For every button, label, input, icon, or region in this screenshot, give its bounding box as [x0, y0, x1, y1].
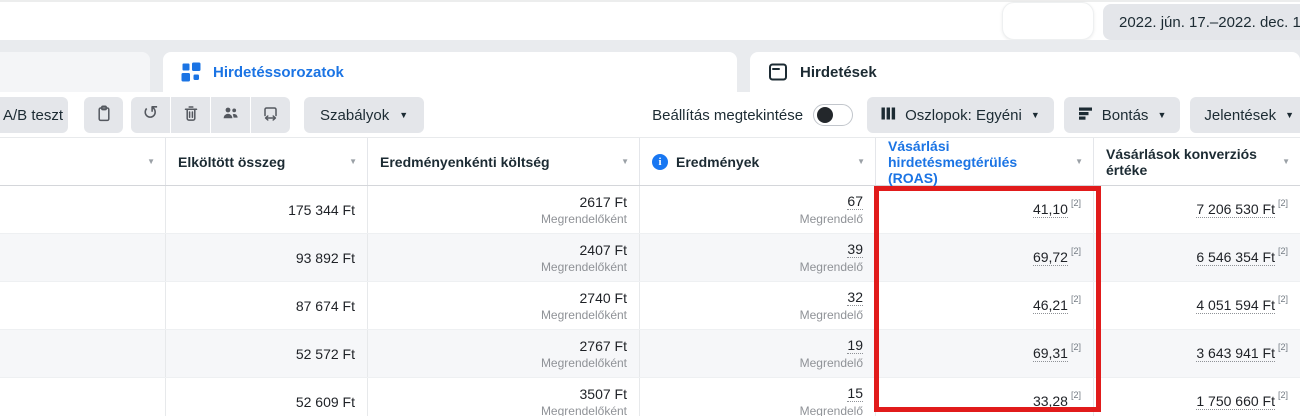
table-row[interactable]: 52 609 Ft 3507 Ft Megrendelőként 15 Megr… — [0, 378, 1300, 416]
cell-conversion-value: 1 750 660 Ft [2] — [1196, 389, 1288, 410]
cell-results: 32 Megrendelő — [640, 282, 876, 329]
tab-strip: Hirdetéssorozatok Hirdetések — [0, 40, 1300, 92]
cell-roas: 69,72 [2] — [876, 234, 1094, 281]
header-conversion-value[interactable]: Vásárlások konverziós értéke ▼ — [1106, 145, 1290, 178]
header-spent[interactable]: Elköltött összeg ▼ — [166, 138, 368, 185]
cell-roas: 41,10 [2] — [876, 186, 1094, 233]
tab-campaigns-partial[interactable] — [0, 52, 150, 92]
people-icon — [222, 105, 239, 125]
cell-roas: 33,28 [2] — [876, 378, 1094, 416]
toolbar-segmented-group: ↺ — [131, 97, 290, 133]
view-setup-toggle[interactable] — [813, 104, 854, 126]
cell-cost-per-result: 2407 Ft Megrendelőként — [368, 234, 640, 281]
breakdown-label: Bontás — [1101, 106, 1149, 124]
swap-box-icon — [262, 105, 279, 126]
breakdown-button[interactable]: Bontás ▼ — [1063, 97, 1181, 133]
cell-cost-per-result: 2617 Ft Megrendelőként — [368, 186, 640, 233]
duplicate-button[interactable] — [84, 97, 123, 133]
ads-frame-icon — [768, 62, 788, 82]
chevron-down-icon: ▼ — [1285, 109, 1294, 120]
top-bar: 2022. jún. 17.–2022. dec. 17. — [0, 0, 1300, 40]
breakdown-icon — [1078, 106, 1093, 125]
cell-spent: 52 609 Ft — [166, 378, 368, 416]
header-roas[interactable]: Vásárlási hirdetésmegtérülés (ROAS) ▼ — [876, 138, 1094, 186]
cell-name — [0, 282, 166, 329]
sort-icon[interactable]: ▼ — [349, 156, 357, 166]
header-cost-per-result[interactable]: Eredményenkénti költség ▼ — [368, 138, 640, 185]
delete-button[interactable] — [171, 97, 210, 133]
toolbar-left-group: A/B teszt ↺ — [0, 97, 425, 133]
undo-icon: ↺ — [142, 103, 159, 124]
cell-conversion-value: 7 206 530 Ft [2] — [1196, 197, 1288, 218]
header-results[interactable]: i Eredmények ▼ — [640, 138, 876, 185]
adsets-grid-icon — [181, 62, 201, 82]
move-swap-button[interactable] — [251, 97, 290, 133]
cell-name — [0, 234, 166, 281]
cell-spent: 52 572 Ft — [166, 330, 368, 377]
reports-button[interactable]: Jelentések ▼ — [1190, 97, 1300, 133]
header-name-column[interactable]: ▼ — [0, 138, 166, 185]
cell-results: 15 Megrendelő — [640, 378, 876, 416]
date-range-picker[interactable]: 2022. jún. 17.–2022. dec. 17. — [1103, 4, 1300, 40]
cell-spent: 93 892 Ft — [166, 234, 368, 281]
top-right-card[interactable] — [1002, 2, 1094, 40]
cell-cost-per-result: 2767 Ft Megrendelőként — [368, 330, 640, 377]
cell-spent: 87 674 Ft — [166, 282, 368, 329]
cell-name — [0, 378, 166, 416]
assign-people-button[interactable] — [211, 97, 250, 133]
cell-name — [0, 330, 166, 377]
adsets-table: ▼ Elköltött összeg ▼ Eredményenkénti köl… — [0, 138, 1300, 416]
view-setup-label: Beállítás megtekintése — [652, 106, 804, 124]
tab-adsets-label: Hirdetéssorozatok — [213, 63, 344, 81]
cell-results: 39 Megrendelő — [640, 234, 876, 281]
chevron-down-icon: ▼ — [1030, 109, 1040, 120]
sort-icon[interactable]: ▼ — [1282, 156, 1290, 166]
columns-button[interactable]: Oszlopok: Egyéni ▼ — [867, 97, 1054, 133]
cell-cost-per-result: 2740 Ft Megrendelőként — [368, 282, 640, 329]
cell-conversion-value: 6 546 354 Ft [2] — [1196, 245, 1288, 266]
tab-ads-label: Hirdetések — [800, 63, 877, 81]
table-row[interactable]: 93 892 Ft 2407 Ft Megrendelőként 39 Megr… — [0, 234, 1300, 282]
sort-icon[interactable]: ▼ — [1075, 156, 1083, 166]
rules-label: Szabályok — [320, 106, 390, 124]
sort-icon[interactable]: ▼ — [857, 156, 865, 166]
columns-label: Oszlopok: Egyéni — [905, 106, 1022, 124]
clipboard-icon — [96, 104, 112, 126]
sort-icon[interactable]: ▼ — [147, 156, 155, 166]
cell-cost-per-result: 3507 Ft Megrendelőként — [368, 378, 640, 416]
chevron-down-icon: ▼ — [1157, 109, 1167, 120]
cell-results: 19 Megrendelő — [640, 330, 876, 377]
chevron-down-icon: ▼ — [399, 109, 409, 120]
table-row[interactable]: 175 344 Ft 2617 Ft Megrendelőként 67 Meg… — [0, 186, 1300, 234]
table-row[interactable]: 52 572 Ft 2767 Ft Megrendelőként 19 Megr… — [0, 330, 1300, 378]
cell-roas: 46,21 [2] — [876, 282, 1094, 329]
cell-conversion-value: 3 643 941 Ft [2] — [1196, 341, 1288, 362]
rules-button[interactable]: Szabályok ▼ — [304, 97, 425, 133]
tab-ads[interactable]: Hirdetések — [750, 52, 1300, 92]
undo-button[interactable]: ↺ — [131, 97, 170, 133]
table-header-row: ▼ Elköltött összeg ▼ Eredményenkénti köl… — [0, 138, 1300, 186]
cell-name — [0, 186, 166, 233]
toolbar: A/B teszt ↺ — [0, 92, 1300, 138]
info-icon[interactable]: i — [652, 153, 668, 170]
cell-spent: 175 344 Ft — [166, 186, 368, 233]
toggle-knob — [817, 107, 834, 123]
table-row[interactable]: 87 674 Ft 2740 Ft Megrendelőként 32 Megr… — [0, 282, 1300, 330]
cell-conversion-value: 4 051 594 Ft [2] — [1196, 293, 1288, 314]
ab-test-button[interactable]: A/B teszt — [0, 97, 68, 133]
cell-results: 67 Megrendelő — [640, 186, 876, 233]
columns-icon — [881, 106, 896, 125]
sort-icon[interactable]: ▼ — [621, 156, 629, 166]
trash-icon — [183, 105, 199, 126]
toolbar-right-group: Beállítás megtekintése Oszlopok: Egyéni … — [652, 97, 1300, 133]
cell-roas: 69,31 [2] — [876, 330, 1094, 377]
date-range-text: 2022. jún. 17.–2022. dec. 17. — [1119, 13, 1300, 31]
reports-label: Jelentések — [1204, 106, 1277, 124]
tab-adsets[interactable]: Hirdetéssorozatok — [163, 52, 737, 92]
ab-test-label: A/B teszt — [2, 106, 64, 124]
